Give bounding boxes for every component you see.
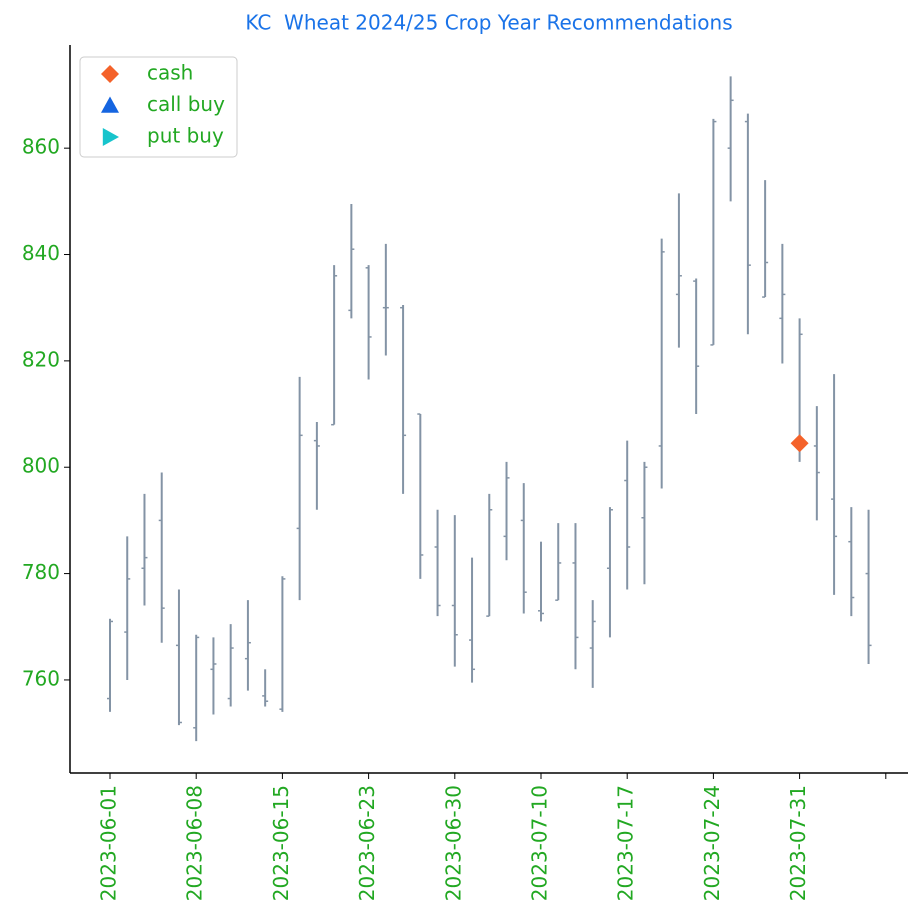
x-tick-label: 2023-07-17 <box>614 785 638 901</box>
marker <box>790 434 809 453</box>
y-tick-label: 820 <box>22 347 60 371</box>
legend-marker <box>102 128 119 146</box>
x-tick-label: 2023-06-15 <box>269 785 293 901</box>
legend-label: put buy <box>147 124 224 148</box>
y-tick-label: 780 <box>22 560 60 584</box>
x-tick-label: 2023-07-31 <box>786 785 810 901</box>
legend-label: cash <box>147 61 193 85</box>
x-tick-label: 2023-07-24 <box>700 785 724 901</box>
legend-label: call buy <box>147 92 225 116</box>
legend-marker <box>101 65 119 83</box>
x-tick-label: 2023-06-08 <box>183 785 207 901</box>
y-tick-label: 860 <box>22 135 60 159</box>
x-tick-label: 2023-06-01 <box>97 785 121 901</box>
chart-title: KC Wheat 2024/25 Crop Year Recommendatio… <box>245 11 732 35</box>
x-tick-label: 2023-07-10 <box>528 785 552 901</box>
legend-box <box>79 56 238 158</box>
legend-marker <box>101 96 119 113</box>
y-tick-label: 760 <box>22 666 60 690</box>
x-tick-label: 2023-06-23 <box>355 785 379 901</box>
y-tick-label: 800 <box>22 454 60 478</box>
y-tick-label: 840 <box>22 241 60 265</box>
x-tick-label: 2023-06-30 <box>441 785 465 901</box>
